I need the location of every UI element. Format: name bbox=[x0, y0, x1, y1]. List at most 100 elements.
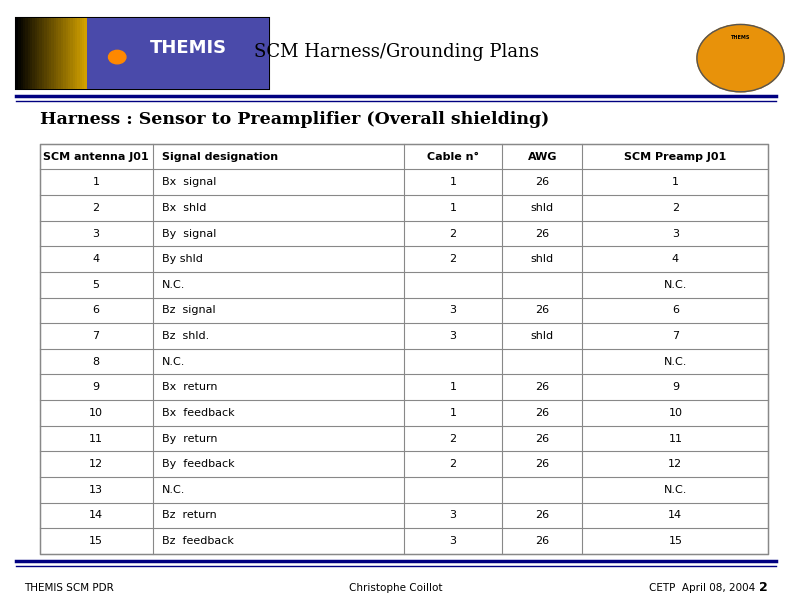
Text: 11: 11 bbox=[668, 433, 683, 444]
Text: Signal designation: Signal designation bbox=[162, 152, 278, 162]
Text: N.C.: N.C. bbox=[162, 485, 185, 494]
Text: 9: 9 bbox=[672, 382, 679, 392]
Bar bbox=[75, 18, 78, 89]
Text: 26: 26 bbox=[535, 433, 550, 444]
Text: CETP  April 08, 2004: CETP April 08, 2004 bbox=[649, 583, 756, 592]
Bar bbox=[73, 18, 76, 89]
Text: N.C.: N.C. bbox=[664, 357, 687, 367]
Bar bbox=[66, 18, 69, 89]
Text: 26: 26 bbox=[535, 382, 550, 392]
Text: 3: 3 bbox=[450, 331, 457, 341]
Text: N.C.: N.C. bbox=[664, 485, 687, 494]
Text: Bx  return: Bx return bbox=[162, 382, 218, 392]
Bar bbox=[21, 18, 24, 89]
Text: 13: 13 bbox=[89, 485, 103, 494]
Text: 3: 3 bbox=[450, 510, 457, 520]
Circle shape bbox=[697, 24, 784, 92]
Text: 6: 6 bbox=[93, 305, 100, 315]
Text: 6: 6 bbox=[672, 305, 679, 315]
Text: N.C.: N.C. bbox=[664, 280, 687, 289]
Text: THEMIS: THEMIS bbox=[150, 39, 227, 57]
Text: 7: 7 bbox=[672, 331, 679, 341]
Bar bbox=[63, 18, 67, 89]
Bar bbox=[16, 18, 19, 89]
Text: 7: 7 bbox=[93, 331, 100, 341]
Bar bbox=[49, 18, 52, 89]
Text: N.C.: N.C. bbox=[162, 357, 185, 367]
Text: 26: 26 bbox=[535, 510, 550, 520]
Text: 1: 1 bbox=[93, 177, 100, 187]
Bar bbox=[54, 18, 57, 89]
Bar bbox=[82, 18, 86, 89]
Text: 12: 12 bbox=[668, 459, 683, 469]
Text: Bx  shld: Bx shld bbox=[162, 203, 207, 213]
Text: 14: 14 bbox=[89, 510, 103, 520]
Text: 8: 8 bbox=[93, 357, 100, 367]
Bar bbox=[61, 18, 64, 89]
Circle shape bbox=[109, 50, 126, 64]
Bar bbox=[25, 18, 29, 89]
Bar bbox=[85, 18, 88, 89]
Text: 26: 26 bbox=[535, 228, 550, 239]
Bar bbox=[35, 18, 38, 89]
Text: 1: 1 bbox=[450, 203, 457, 213]
Bar bbox=[47, 18, 50, 89]
Text: 26: 26 bbox=[535, 536, 550, 546]
Text: 2: 2 bbox=[672, 203, 679, 213]
Text: 9: 9 bbox=[93, 382, 100, 392]
Text: 10: 10 bbox=[89, 408, 103, 418]
Bar bbox=[56, 18, 59, 89]
Text: 2: 2 bbox=[450, 433, 457, 444]
Text: 2: 2 bbox=[760, 581, 768, 594]
Text: 15: 15 bbox=[668, 536, 683, 546]
Bar bbox=[40, 144, 768, 554]
Bar bbox=[30, 18, 33, 89]
Text: 4: 4 bbox=[93, 254, 100, 264]
Text: 2: 2 bbox=[450, 228, 457, 239]
Text: shld: shld bbox=[531, 254, 554, 264]
Text: SCM Preamp J01: SCM Preamp J01 bbox=[624, 152, 726, 162]
Bar bbox=[51, 18, 55, 89]
Bar bbox=[78, 18, 81, 89]
Text: 1: 1 bbox=[450, 382, 457, 392]
Text: Bz  signal: Bz signal bbox=[162, 305, 215, 315]
Text: 26: 26 bbox=[535, 177, 550, 187]
Text: By shld: By shld bbox=[162, 254, 203, 264]
Text: 4: 4 bbox=[672, 254, 679, 264]
Text: AWG: AWG bbox=[527, 152, 557, 162]
Text: 11: 11 bbox=[89, 433, 103, 444]
Text: THEMS: THEMS bbox=[731, 35, 750, 40]
Text: Cable n°: Cable n° bbox=[427, 152, 479, 162]
Text: SCM Harness/Grounding Plans: SCM Harness/Grounding Plans bbox=[253, 43, 539, 61]
Text: 10: 10 bbox=[668, 408, 683, 418]
Bar bbox=[59, 18, 62, 89]
Text: By  return: By return bbox=[162, 433, 218, 444]
Text: 5: 5 bbox=[93, 280, 100, 289]
Text: 3: 3 bbox=[93, 228, 100, 239]
Bar bbox=[44, 18, 48, 89]
Text: 1: 1 bbox=[672, 177, 679, 187]
Text: 3: 3 bbox=[450, 536, 457, 546]
Text: 15: 15 bbox=[89, 536, 103, 546]
Bar bbox=[87, 18, 269, 89]
Text: 26: 26 bbox=[535, 305, 550, 315]
Text: By  signal: By signal bbox=[162, 228, 216, 239]
Bar bbox=[23, 18, 26, 89]
Bar bbox=[16, 18, 269, 89]
Text: Bz  shld.: Bz shld. bbox=[162, 331, 209, 341]
Text: Bx  feedback: Bx feedback bbox=[162, 408, 234, 418]
Text: shld: shld bbox=[531, 331, 554, 341]
Text: N.C.: N.C. bbox=[162, 280, 185, 289]
Text: 3: 3 bbox=[672, 228, 679, 239]
Text: 2: 2 bbox=[93, 203, 100, 213]
Text: Bz  return: Bz return bbox=[162, 510, 217, 520]
Text: Harness : Sensor to Preamplifier (Overall shielding): Harness : Sensor to Preamplifier (Overal… bbox=[40, 111, 549, 128]
Bar bbox=[42, 18, 45, 89]
Bar bbox=[32, 18, 36, 89]
Text: By  feedback: By feedback bbox=[162, 459, 234, 469]
Bar bbox=[70, 18, 74, 89]
Text: THEMIS SCM PDR: THEMIS SCM PDR bbox=[24, 583, 113, 592]
Text: Bz  feedback: Bz feedback bbox=[162, 536, 234, 546]
Text: 14: 14 bbox=[668, 510, 683, 520]
Text: 26: 26 bbox=[535, 408, 550, 418]
